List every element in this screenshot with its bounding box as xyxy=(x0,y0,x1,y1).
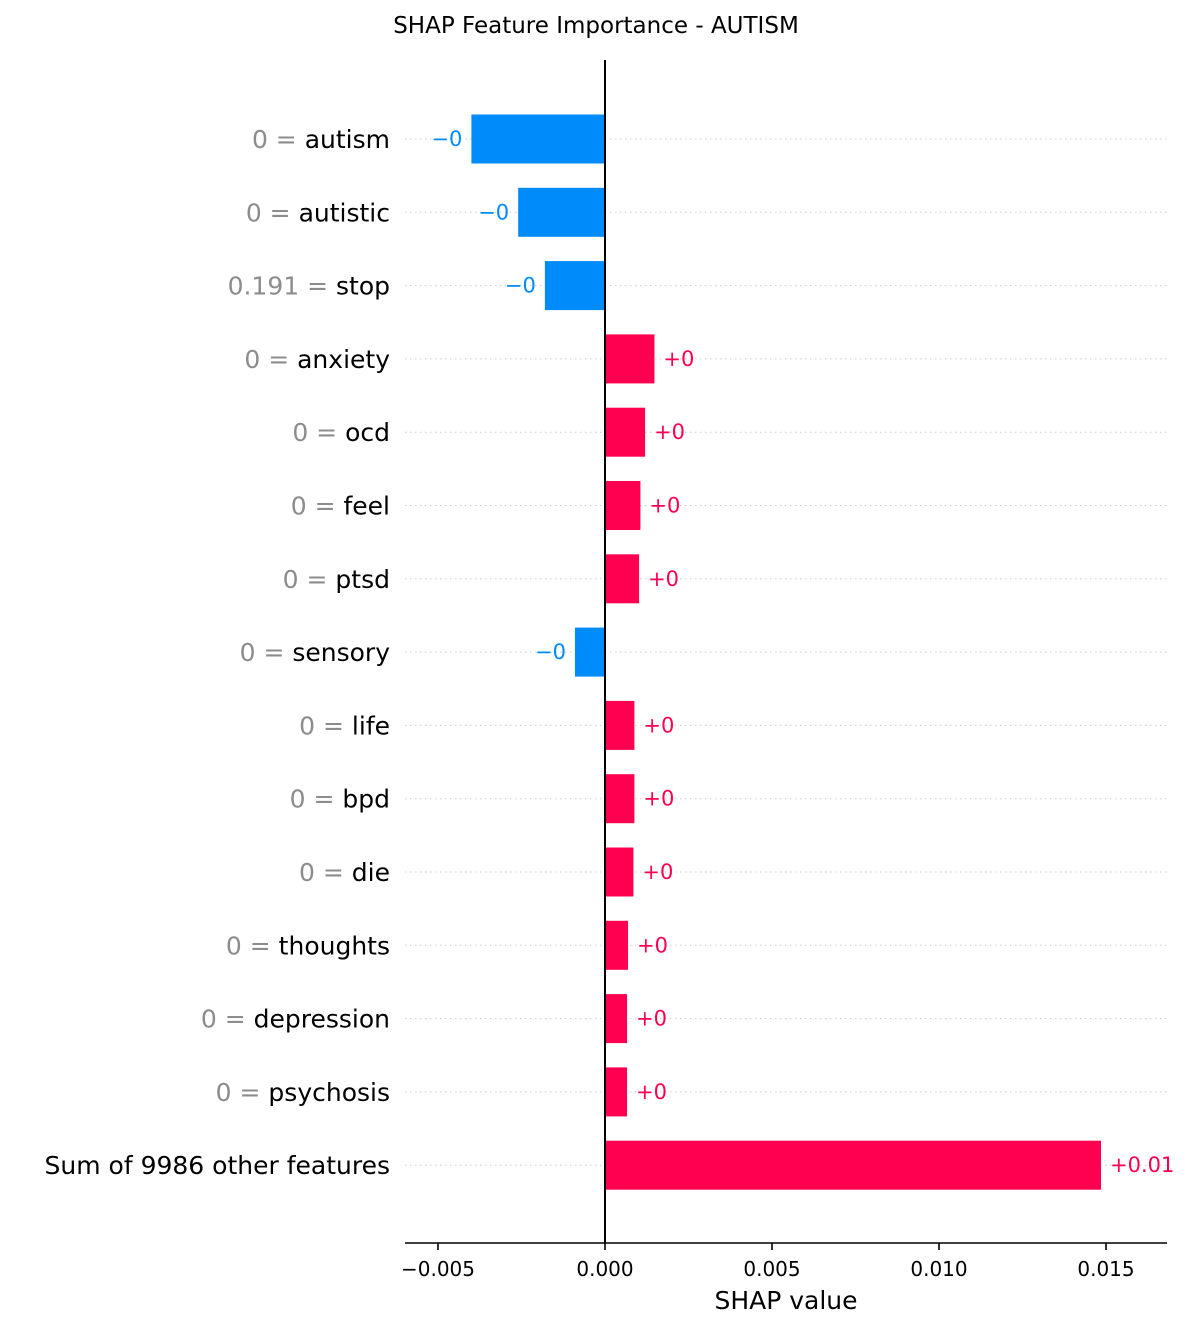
feature-label: 0 = ocd xyxy=(292,418,390,447)
x-tick-label: 0.015 xyxy=(1077,1257,1134,1281)
bar-autistic xyxy=(518,187,605,237)
feature-value-text: 0 = xyxy=(283,565,336,594)
bar-sum-of-9986-other-features xyxy=(605,1140,1101,1190)
bar-depression xyxy=(605,994,628,1044)
feature-label: 0 = depression xyxy=(201,1005,390,1034)
feature-value-text: 0 = xyxy=(240,638,293,667)
bar-psychosis xyxy=(605,1067,628,1117)
feature-name: bpd xyxy=(342,785,390,814)
x-axis: −0.005 0.000 0.005 0.010 0.015 xyxy=(401,60,1167,1281)
data-label: −0 xyxy=(535,640,566,664)
data-label: −0 xyxy=(431,127,462,151)
feature-value-text: 0 = xyxy=(216,1078,269,1107)
feature-value-text: 0 = xyxy=(252,125,305,154)
data-label: −0 xyxy=(478,200,509,224)
bar-feel xyxy=(605,481,641,530)
feature-name: life xyxy=(352,711,390,740)
feature-value-text: 0 = xyxy=(299,858,352,887)
bar-ocd xyxy=(605,407,646,457)
feature-label: 0 = thoughts xyxy=(226,931,390,960)
x-tick-label: 0.010 xyxy=(910,1257,967,1281)
feature-label: 0 = autism xyxy=(252,125,390,154)
feature-value-text: 0.191 = xyxy=(228,272,336,301)
feature-name: stop xyxy=(336,272,390,301)
bar-die xyxy=(605,847,634,897)
feature-name: anxiety xyxy=(297,345,390,374)
data-label: +0 xyxy=(643,787,674,811)
feature-value-text: 0 = xyxy=(292,418,345,447)
feature-label: 0 = anxiety xyxy=(244,345,390,374)
feature-value-text: 0 = xyxy=(299,711,352,740)
feature-name: ocd xyxy=(345,418,390,447)
data-label: +0 xyxy=(637,933,668,957)
feature-value-text: 0 = xyxy=(246,198,299,227)
x-axis-title: SHAP value xyxy=(714,1286,857,1315)
feature-label: 0 = feel xyxy=(291,492,390,521)
feature-name: depression xyxy=(254,1005,390,1034)
data-label: +0 xyxy=(636,1007,667,1031)
x-tick-label: 0.005 xyxy=(743,1257,800,1281)
chart-title: SHAP Feature Importance - AUTISM xyxy=(393,13,799,39)
bar-thoughts xyxy=(605,920,629,970)
data-label: +0 xyxy=(663,347,694,371)
feature-name: ptsd xyxy=(335,565,390,594)
x-tick-label: −0.005 xyxy=(401,1257,475,1281)
feature-label: 0 = bpd xyxy=(290,785,390,814)
data-label: −0 xyxy=(505,274,536,298)
bar-stop xyxy=(544,261,605,311)
bar-life xyxy=(605,700,635,750)
feature-name: Sum of 9986 other features xyxy=(45,1151,390,1180)
feature-label: 0.191 = stop xyxy=(228,272,390,301)
feature-value-text: 0 = xyxy=(226,931,279,960)
feature-label: 0 = die xyxy=(299,858,390,887)
x-tick-label: 0.000 xyxy=(576,1257,633,1281)
bar-autism xyxy=(471,114,605,164)
feature-label: 0 = sensory xyxy=(240,638,391,667)
feature-value-text: 0 = xyxy=(290,785,343,814)
feature-name: die xyxy=(352,858,390,887)
feature-name: feel xyxy=(343,492,390,521)
feature-name: autistic xyxy=(299,198,390,227)
feature-label: 0 = ptsd xyxy=(283,565,390,594)
feature-value-text: 0 = xyxy=(244,345,297,374)
data-label: +0 xyxy=(648,567,679,591)
data-label: +0.01 xyxy=(1110,1153,1174,1177)
bar-ptsd xyxy=(605,554,640,604)
feature-name: psychosis xyxy=(268,1078,390,1107)
feature-name: autism xyxy=(305,125,390,154)
bar-bpd xyxy=(605,774,635,824)
feature-name: thoughts xyxy=(279,931,390,960)
bar-anxiety xyxy=(605,334,655,384)
data-label: +0 xyxy=(636,1080,667,1104)
feature-label: 0 = autistic xyxy=(246,198,390,227)
feature-label: Sum of 9986 other features xyxy=(45,1151,390,1180)
feature-label: 0 = life xyxy=(299,711,390,740)
data-label: +0 xyxy=(642,860,673,884)
bar-sensory xyxy=(574,627,605,677)
data-label: +0 xyxy=(654,420,685,444)
feature-label: 0 = psychosis xyxy=(216,1078,390,1107)
data-label: +0 xyxy=(643,713,674,737)
feature-value-text: 0 = xyxy=(291,492,344,521)
feature-name: sensory xyxy=(292,638,390,667)
bars: −0 −0 −0 +0 +0 +0 +0 −0 +0 +0 +0 +0 +0 +0 +0.01 xyxy=(431,114,1174,1190)
feature-value-text: 0 = xyxy=(201,1005,254,1034)
data-label: +0 xyxy=(649,494,680,518)
